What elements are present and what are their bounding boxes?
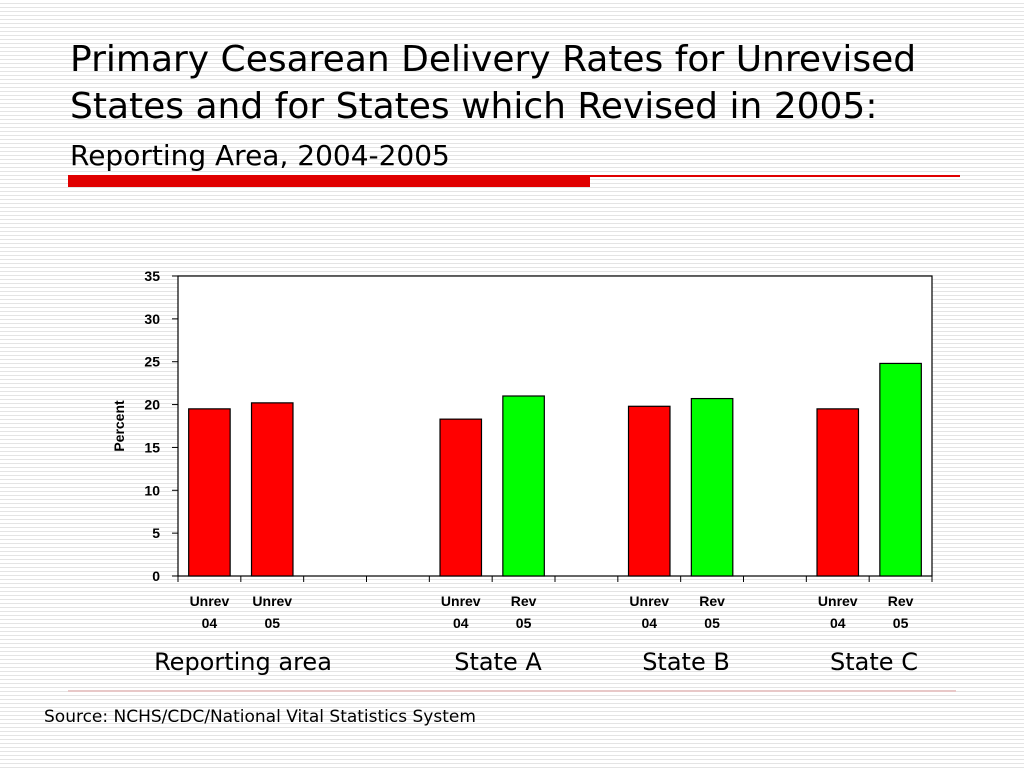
category-label-line1: Rev [699, 593, 725, 609]
y-tick-label: 25 [144, 354, 160, 370]
group-label: State B [642, 648, 730, 676]
bar [250, 402, 294, 577]
category-label-line1: Unrev [252, 593, 292, 609]
source-note: Source: NCHS/CDC/National Vital Statisti… [44, 707, 476, 727]
category-label-line2: 04 [202, 615, 218, 631]
bar [439, 418, 483, 577]
category-label-line2: 05 [264, 615, 280, 631]
group-label: State A [454, 648, 542, 676]
y-tick-label: 20 [144, 397, 160, 413]
category-label-line2: 05 [704, 615, 720, 631]
category-label-line2: 05 [893, 615, 909, 631]
title-underline-thick [68, 175, 590, 187]
group-label: Reporting area [154, 648, 332, 676]
bar [690, 397, 734, 577]
slide-title: Primary Cesarean Delivery Rates for Unre… [70, 36, 970, 179]
y-tick-label: 30 [144, 311, 160, 327]
y-tick-label: 10 [144, 482, 160, 498]
bar [188, 408, 231, 577]
y-tick-label: 35 [144, 268, 160, 284]
bar [627, 405, 671, 577]
footer-rule [68, 690, 956, 692]
category-label-line1: Unrev [190, 593, 230, 609]
group-label: State C [830, 648, 918, 676]
title-underline-thin [590, 175, 960, 177]
title-subtitle: Reporting Area, 2004-2005 [70, 139, 450, 172]
category-label-line1: Rev [511, 593, 537, 609]
category-label-line1: Unrev [441, 593, 481, 609]
bar [816, 408, 860, 577]
y-tick-label: 5 [152, 525, 160, 541]
category-label-line1: Rev [888, 593, 914, 609]
category-label-line2: 04 [641, 615, 657, 631]
y-tick-label: 15 [144, 439, 160, 455]
bar [502, 395, 545, 577]
y-tick-label: 0 [152, 568, 160, 584]
category-label-line1: Unrev [818, 593, 858, 609]
title-main: Primary Cesarean Delivery Rates for Unre… [70, 39, 917, 127]
category-label-line1: Unrev [629, 593, 669, 609]
category-label-line2: 04 [453, 615, 469, 631]
category-label-line2: 05 [516, 615, 532, 631]
bar [879, 362, 922, 577]
category-label-line2: 04 [830, 615, 846, 631]
y-axis-label: Percent [111, 400, 127, 452]
plot-area [177, 275, 933, 577]
